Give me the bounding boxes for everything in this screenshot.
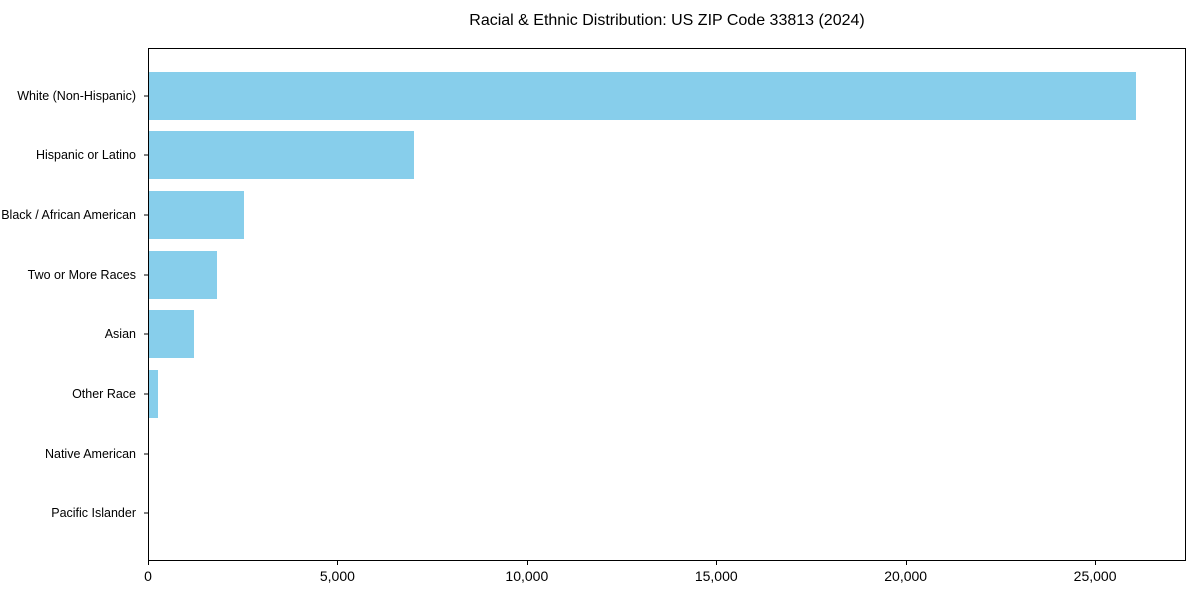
y-tick-mark [144,214,148,216]
x-tick-mark [905,561,907,565]
y-tick-label: Two or More Races [27,267,136,282]
y-tick-mark [144,453,148,455]
y-tick-mark [144,274,148,276]
y-tick-mark [144,512,148,514]
x-axis: 0 5,000 10,000 15,000 20,000 25,000 [144,561,1186,595]
x-tick-label: 10,000 [505,568,549,584]
bar [149,71,1136,120]
x-tick-label: 0 [144,568,152,584]
y-tick-label: Black / African American [1,208,136,223]
x-tick-mark [337,561,339,565]
x-tick-label: 5,000 [319,568,355,584]
bar-row [149,483,1185,543]
bar [149,369,159,418]
x-tick-mark [1095,561,1097,565]
y-tick-mark [144,154,148,156]
x-tick-mark [716,561,718,565]
y-tick-mark [144,393,148,395]
x-tick-mark [148,561,149,565]
bar [149,310,195,359]
plot-area [148,48,1186,561]
bar-row [149,185,1185,245]
bar [149,131,414,180]
bar-row [149,126,1185,186]
bar-row [149,245,1185,305]
y-tick-label: Pacific Islander [51,506,136,521]
y-tick-mark [144,333,148,335]
x-tick-label: 15,000 [694,568,738,584]
y-tick-label: White (Non-Hispanic) [17,88,136,103]
bar-row [149,424,1185,484]
x-tick-label: 20,000 [884,568,928,584]
chart-title: Racial & Ethnic Distribution: US ZIP Cod… [469,12,865,29]
bar [149,250,218,299]
y-tick-mark [144,95,148,97]
y-tick-label: Native American [44,446,136,461]
y-axis: White (Non-Hispanic) Hispanic or Latino Bl… [0,48,148,561]
bars-container [149,49,1185,560]
x-tick-mark [526,561,528,565]
y-tick-label: Asian [104,327,136,342]
y-tick-label: Hispanic or Latino [35,148,136,163]
y-tick-label: Other Race [72,386,136,401]
x-tick-label: 25,000 [1073,568,1117,584]
bar-row [149,364,1185,424]
bar-row [149,66,1185,126]
bar [149,191,244,240]
bar-row [149,305,1185,365]
